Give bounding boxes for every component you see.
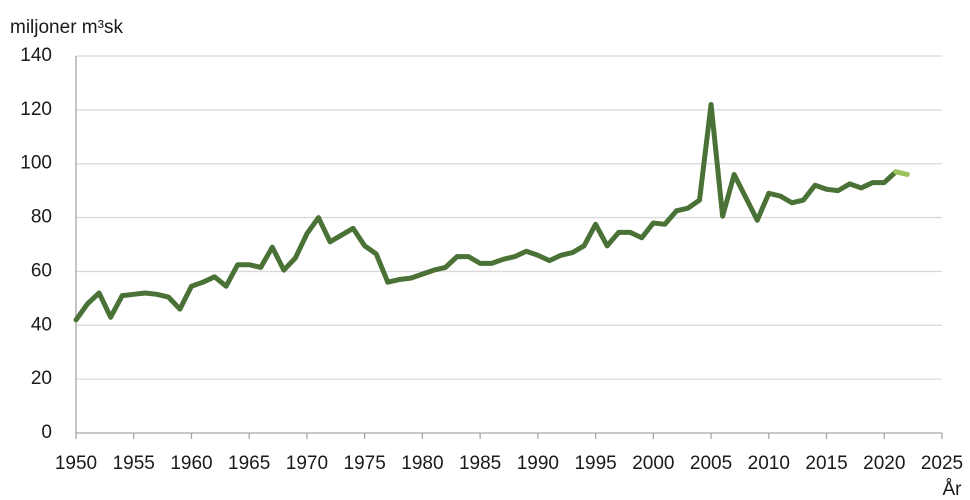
x-tick-label: 1995 (574, 453, 616, 474)
y-axis-label: miljoner m³sk (10, 17, 123, 38)
y-tick-label: 100 (20, 153, 52, 174)
y-tick-label: 80 (31, 207, 52, 228)
x-tick-label: 1970 (286, 453, 328, 474)
x-tick-label: 2010 (748, 453, 790, 474)
x-axis-label: År (943, 479, 963, 500)
y-tick-label: 140 (20, 45, 52, 66)
y-tick-label: 120 (20, 99, 52, 120)
x-tick-label: 1955 (113, 453, 155, 474)
x-tick-label: 1980 (401, 453, 443, 474)
x-tick-label: 2000 (632, 453, 674, 474)
x-tick-label: 2025 (921, 453, 963, 474)
y-tick-label: 40 (31, 314, 52, 335)
y-tick-label: 0 (41, 422, 52, 443)
data-line (73, 101, 899, 323)
y-tick-label: 60 (31, 260, 52, 281)
x-tick-label: 2005 (690, 453, 732, 474)
x-tick-label: 2020 (863, 453, 905, 474)
x-tick-label: 1960 (170, 453, 212, 474)
x-tick-label: 2015 (805, 453, 847, 474)
x-tick-label: 1990 (517, 453, 559, 474)
y-tick-label: 20 (31, 368, 52, 389)
x-tick-label: 1985 (459, 453, 501, 474)
data-line (893, 169, 910, 177)
x-tick-label: 1950 (55, 453, 97, 474)
x-tick-label: 1965 (228, 453, 270, 474)
x-tick-label: 1975 (344, 453, 386, 474)
